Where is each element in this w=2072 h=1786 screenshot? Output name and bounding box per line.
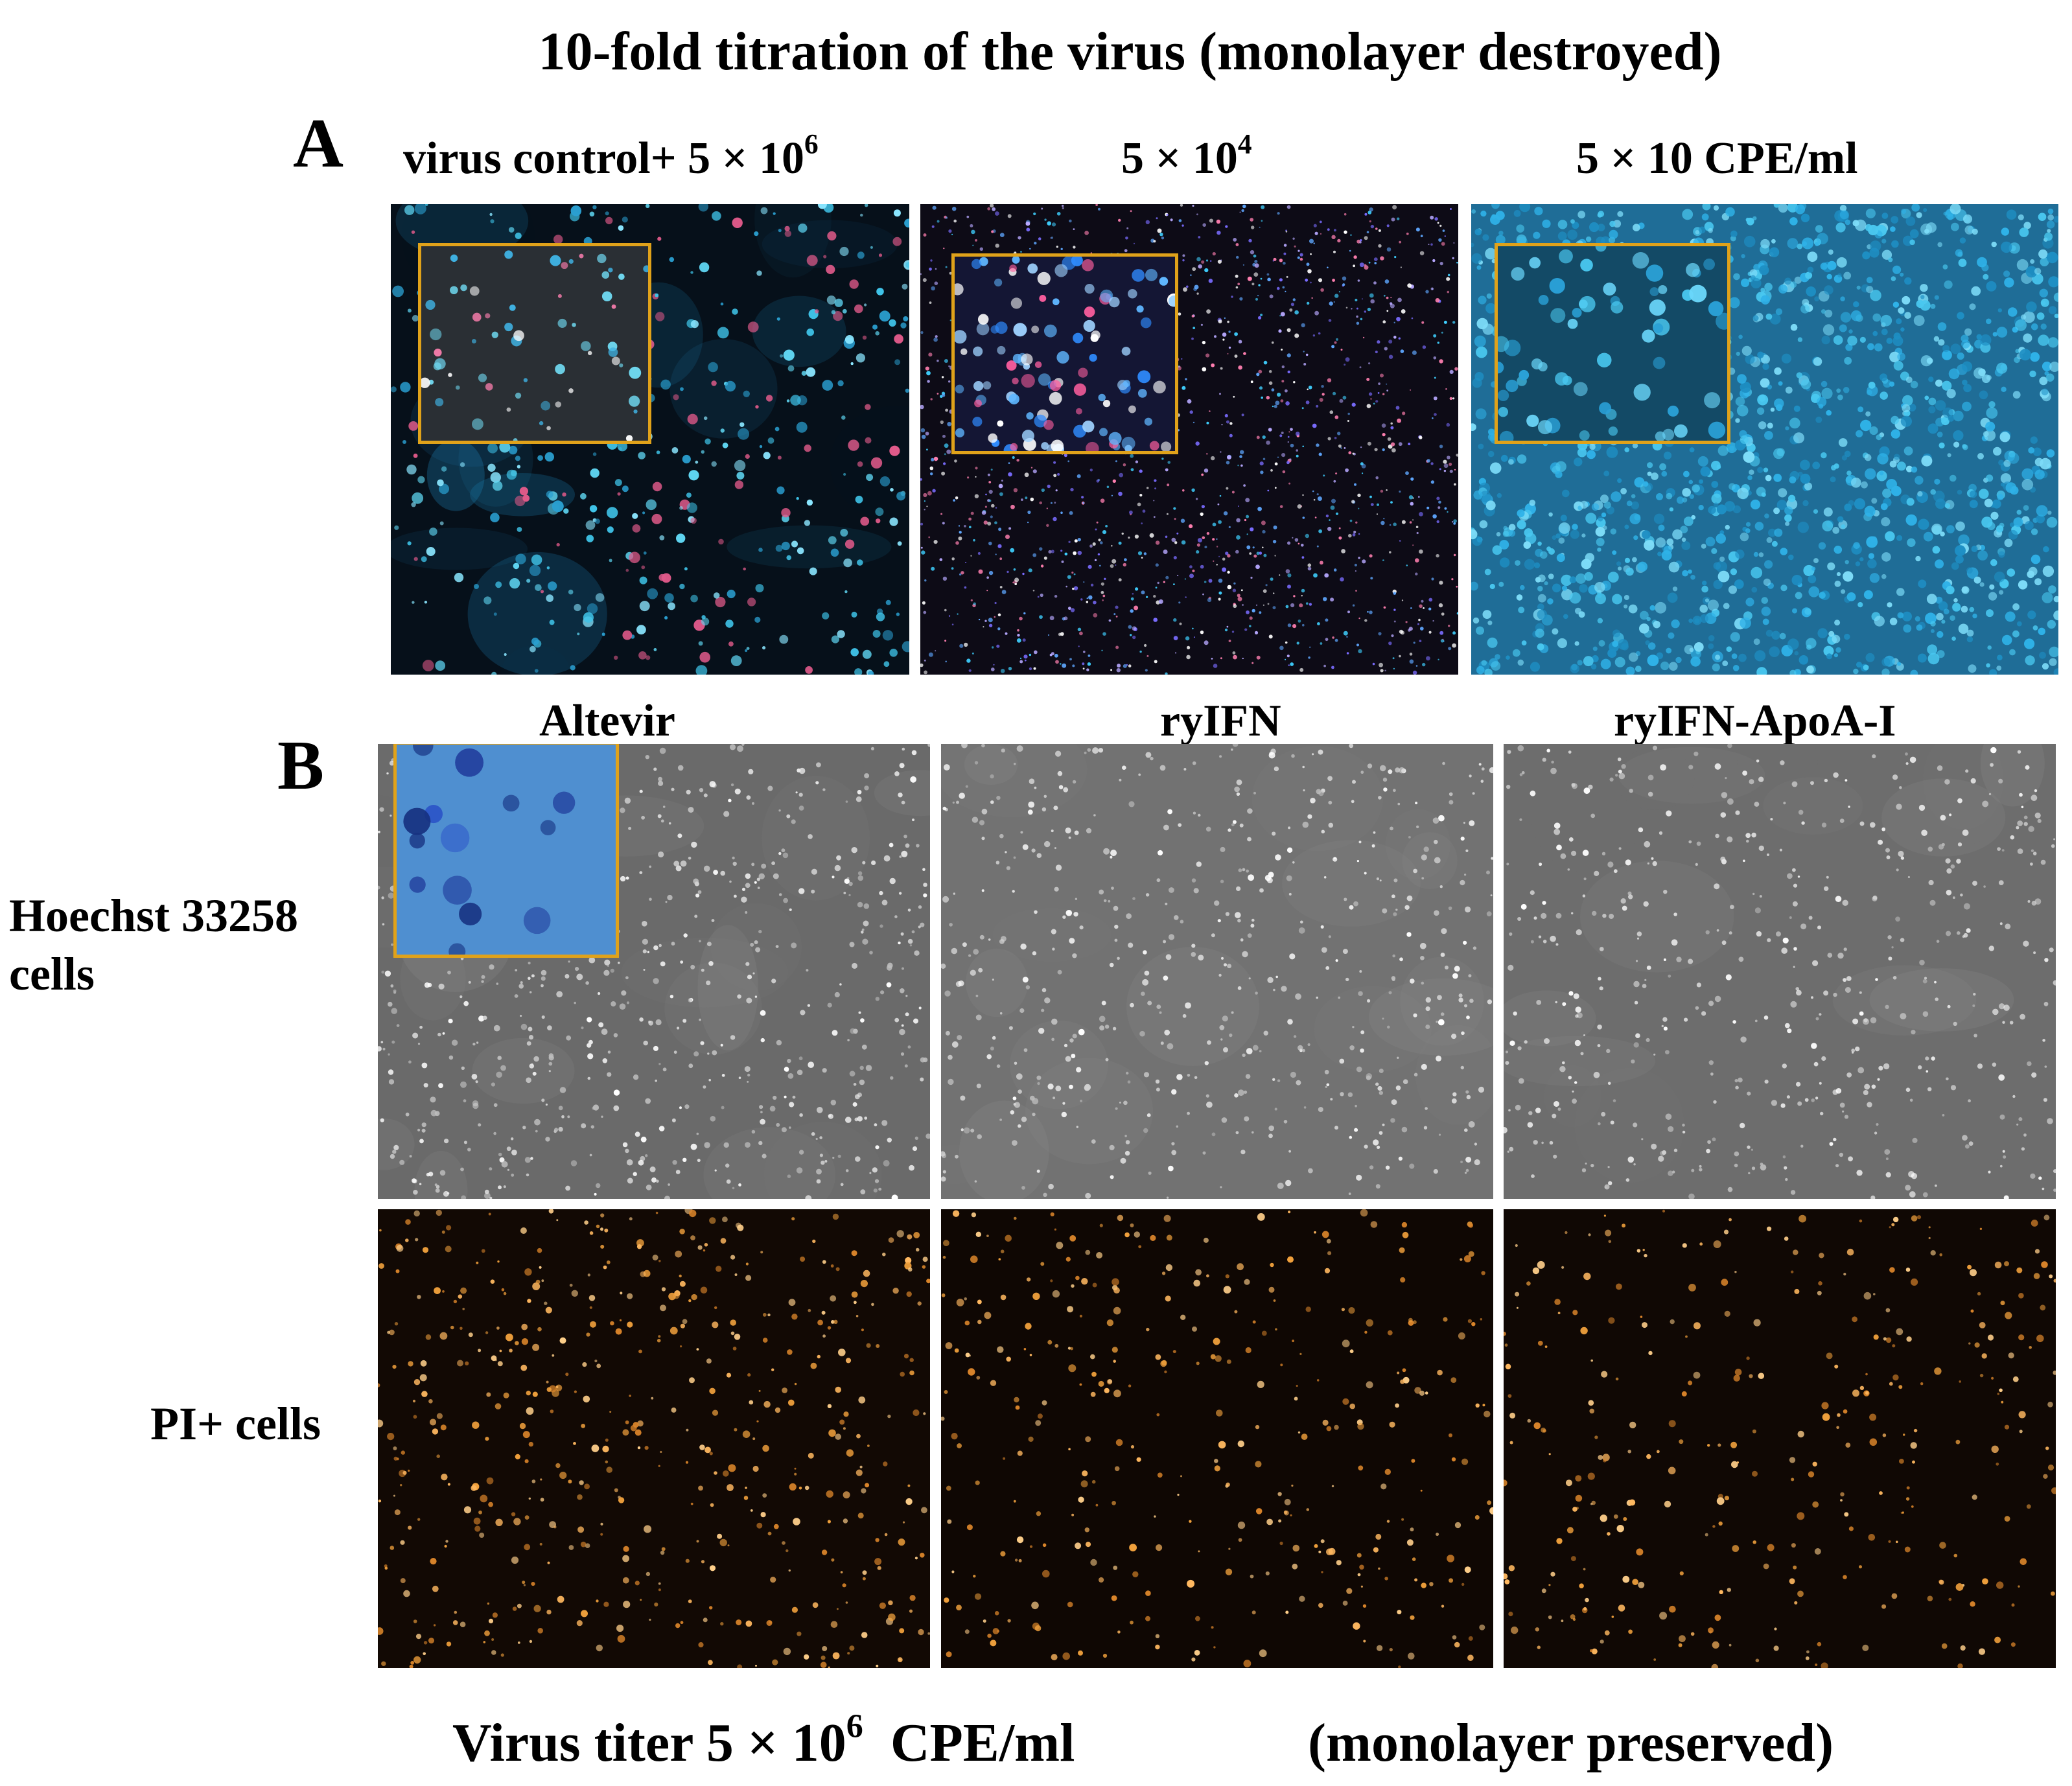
figure-title: 10-fold titration of the virus (monolaye… — [538, 21, 1722, 82]
hoechst-micrograph-ryifn-apoa-i — [1504, 744, 2056, 1199]
footer-virus-titer: Virus titer 5 × 106 CPE/ml — [452, 1708, 1075, 1773]
panel-a-header-dilution-2: 5 × 104 — [1121, 128, 1252, 183]
hoechst-micrograph-altevir — [378, 744, 930, 1199]
column-label-ryifn-apoa-i: ryIFN-ApoA-I — [1614, 696, 1896, 746]
pi-micrograph-ryifn-apoa-i — [1504, 1209, 2056, 1668]
footer-monolayer-note: (monolayer preserved) — [1308, 1713, 1834, 1773]
panel-b-label: B — [277, 727, 325, 804]
pi-micrograph-altevir — [378, 1209, 930, 1668]
pi-micrograph-ryifn — [941, 1209, 1493, 1668]
panel-a-header-dilution-3: 5 × 10 CPE/ml — [1576, 133, 1858, 183]
inset-zoom-altevir — [393, 744, 619, 958]
micrograph-virus-control — [391, 204, 909, 675]
inset-zoom-dilution-3 — [1495, 243, 1730, 444]
row-label-pi: PI+ cells — [150, 1398, 321, 1450]
panel-a-label: A — [293, 105, 343, 182]
row-label-hoechst: Hoechst 33258 cells — [9, 890, 298, 1000]
micrograph-dilution-2 — [920, 204, 1458, 675]
micrograph-dilution-3 — [1471, 204, 2058, 675]
column-label-altevir: Altevir — [539, 696, 675, 746]
column-label-ryifn: ryIFN — [1160, 696, 1281, 746]
panel-a-header-virus-control: virus control+ 5 × 106 — [403, 128, 819, 183]
hoechst-micrograph-ryifn — [941, 744, 1493, 1199]
inset-zoom-dilution-2 — [951, 253, 1178, 454]
inset-zoom-virus-control — [418, 243, 651, 444]
